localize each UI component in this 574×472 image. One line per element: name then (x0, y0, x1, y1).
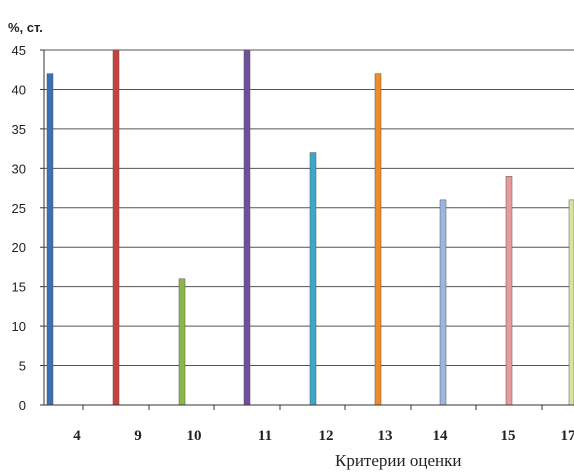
y-tick-label: 10 (12, 319, 26, 334)
bar-4 (46, 73, 54, 406)
category-label: 15 (501, 428, 516, 444)
category-label: 12 (319, 428, 334, 444)
y-axis-ticks: 0 5 10 15 20 25 30 35 40 45 (12, 43, 44, 413)
bar-13 (374, 73, 382, 406)
bar-12 (309, 152, 317, 406)
y-tick-label: 40 (12, 82, 26, 97)
category-label: 10 (187, 428, 202, 444)
y-tick-label: 45 (12, 43, 26, 58)
y-tick-label: 0 (19, 398, 26, 413)
x-axis-label: Критерии оценки (335, 451, 461, 470)
bar-10 (178, 278, 186, 406)
bar-9 (112, 49, 120, 406)
y-tick-label: 20 (12, 240, 26, 255)
category-label: 17 (561, 428, 574, 444)
y-axis-label: %, ст. (8, 20, 43, 35)
category-label: 11 (258, 428, 272, 444)
y-tick-label: 15 (12, 280, 26, 295)
category-labels: 4 9 10 11 12 13 14 15 17 (73, 428, 574, 444)
bar-15 (505, 175, 513, 406)
bar-14 (439, 199, 447, 406)
y-tick-label: 30 (12, 161, 26, 176)
y-tick-label: 5 (19, 359, 26, 374)
category-label: 14 (433, 428, 449, 444)
y-tick-label: 35 (12, 122, 26, 137)
bars (46, 49, 574, 406)
y-tick-label: 25 (12, 201, 26, 216)
bar-11 (243, 49, 251, 406)
category-label: 9 (134, 428, 142, 444)
category-label: 13 (378, 428, 393, 444)
gridlines (44, 49, 574, 367)
x-axis-ticks (82, 405, 543, 410)
bar-17 (568, 199, 574, 406)
category-label: 4 (73, 428, 81, 444)
